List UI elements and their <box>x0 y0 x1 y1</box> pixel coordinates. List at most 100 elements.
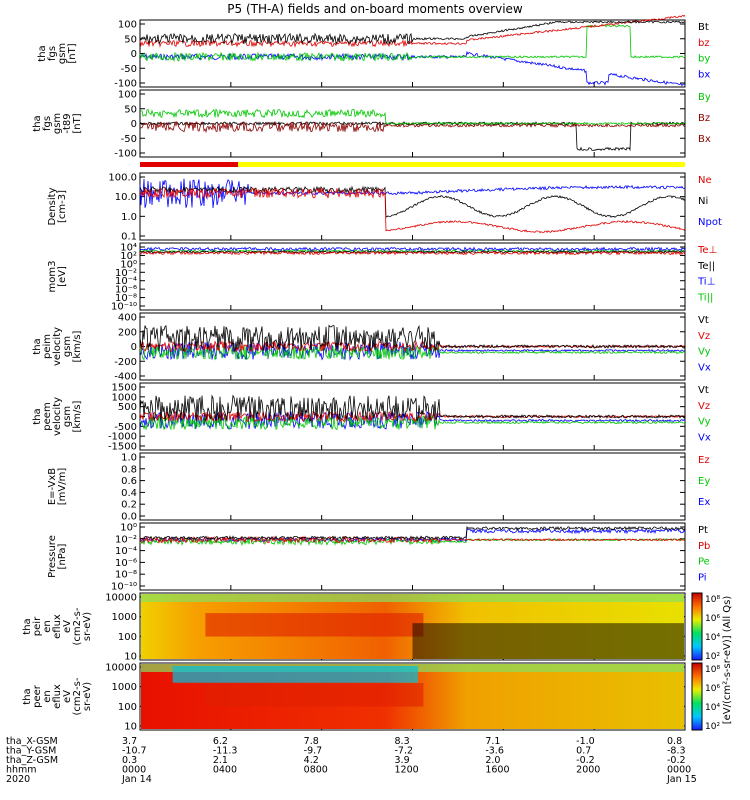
time-row-label: 2020 <box>6 774 30 785</box>
time-row-value: 3.7 <box>122 736 137 747</box>
panel-frame <box>139 522 686 591</box>
ytick-label: -400 <box>114 372 137 383</box>
ytick-label: 1500 <box>112 383 137 394</box>
time-row-value: 2000 <box>576 765 600 776</box>
ytick-label: 50 <box>124 104 137 115</box>
ytick-label: -100 <box>114 149 137 160</box>
legend-Vz: Vz <box>698 401 710 412</box>
legend-Ne: Ne <box>698 175 712 186</box>
ytick-label: 10⁻² <box>115 534 137 545</box>
panel-ylabel: E=-VxB [mV/m] <box>47 468 68 506</box>
colorbar: 10⁸ 10⁶ 10⁴ 10² <box>691 592 720 662</box>
ytick-label: 1000 <box>112 392 137 403</box>
status-bar-red <box>140 162 239 167</box>
ytick-label: 10⁴ <box>120 243 137 254</box>
ylabel-line: tha <box>22 688 33 704</box>
series-bz <box>139 120 686 134</box>
legend-Ni: Ni <box>698 196 708 207</box>
time-row-value: 2.1 <box>213 755 228 766</box>
ytick-label: -1000 <box>108 432 137 443</box>
ylabel-line: [eV] <box>57 266 68 287</box>
legend-Ez: Ez <box>698 455 710 466</box>
time-row-value: 0000 <box>667 765 691 776</box>
panel-ylabel: tha fgs gsm [nT] <box>37 43 78 64</box>
legend-Ex: Ex <box>698 497 710 508</box>
colorbar-tick: 10⁶ <box>705 614 720 624</box>
legend-by: by <box>698 54 710 65</box>
ylabel-line: [km/s] <box>72 400 83 432</box>
time-row-value: -3.6 <box>485 746 504 757</box>
ylabel-line: eV <box>62 620 73 633</box>
time-row-value: 0.8 <box>667 736 682 747</box>
colorbar-tick: 10⁸ <box>705 595 720 605</box>
legend-Bt: Bt <box>698 22 709 33</box>
legend-Vy: Vy <box>698 417 711 428</box>
ytick-label: 0 <box>131 119 137 130</box>
ylabel-line: eflux <box>52 684 63 709</box>
colorbar-tick: 10⁴ <box>705 703 720 713</box>
ytick-label: 10⁻⁴ <box>115 276 137 287</box>
panel-fgs_gsm: tha fgs gsm [nT] 100 50 0 -50 -100 Bt bz by bx <box>37 14 710 90</box>
ylabel-line: en <box>42 620 53 633</box>
ylabel-line: tha <box>32 338 43 354</box>
ylabel-line: peim <box>42 334 53 359</box>
legend-By: By <box>698 92 711 103</box>
ytick-label: 200 <box>118 327 137 338</box>
ytick-label: 100 <box>118 632 137 643</box>
time-row-value: 4.2 <box>304 755 319 766</box>
ytick-label: 10⁻⁶ <box>115 558 137 569</box>
ylabel-line: (cm2-s- <box>72 677 83 715</box>
legend-Bz: Bz <box>698 113 710 124</box>
time-axis-labels: tha_X-GSM 3.7 6.2 7.8 8.3 7.1 -1.0 0.8 tha_Y-GSM… <box>6 736 697 785</box>
ytick-label: 0.2 <box>121 500 137 511</box>
panel-ylabel: Density [cm-3] <box>47 187 68 225</box>
colorbar-label: [eV/(cm²-s-sr-eV)] (All Qs) <box>722 596 733 725</box>
ylabel-line: gsm <box>52 113 63 134</box>
series-bt <box>139 20 686 45</box>
ylabel-line: [nT] <box>67 43 78 63</box>
time-row-value: 0000 <box>122 765 146 776</box>
ylabel-line: tha <box>32 408 43 424</box>
time-row-value: -0.2 <box>667 755 686 766</box>
ytick-label: 10000 <box>105 593 137 604</box>
ytick-label: 0.0 <box>121 512 137 523</box>
ytick-label: 100.0 <box>108 173 137 184</box>
time-row-value: 1200 <box>395 765 419 776</box>
ylabel-line: velocity <box>52 397 63 436</box>
legend-Vt: Vt <box>698 385 709 396</box>
series-tiperp <box>139 246 686 252</box>
time-row-value: -10.7 <box>122 746 147 757</box>
ytick-label: 0 <box>131 412 137 423</box>
ylabel-line: [nT] <box>72 113 83 133</box>
ylabel-line: fgs <box>42 116 53 131</box>
legend-bz: bz <box>698 38 710 49</box>
time-row-value: 0.3 <box>122 755 137 766</box>
series-pt <box>139 525 686 541</box>
series-vy <box>139 414 686 431</box>
ytick-label: 0 <box>131 49 137 60</box>
time-row-value: 7.8 <box>304 736 319 747</box>
ytick-label: 1000 <box>112 682 137 693</box>
series-teperp <box>139 250 686 256</box>
ytick-label: 50 <box>124 34 137 45</box>
time-row-value: -8.3 <box>667 746 686 757</box>
ytick-label: 500 <box>118 402 137 413</box>
colorbar-tick: 10⁶ <box>705 684 720 694</box>
series-bx <box>139 121 686 152</box>
series-vx <box>139 340 686 361</box>
ylabel-line: tha <box>32 115 43 131</box>
ytick-label: 0.6 <box>121 476 137 487</box>
plot-title: P5 (TH-A) fields and on-board moments ov… <box>227 2 523 16</box>
ylabel-line: Density <box>47 187 58 225</box>
time-row-value: 6.2 <box>213 736 228 747</box>
legend-Ti||: Ti|| <box>697 292 713 303</box>
ylabel-line: gsm <box>62 336 73 357</box>
colorbar-tick: 10⁸ <box>705 665 720 675</box>
panel-ylabel: tha fgs gsm -t89 [nT] <box>32 113 83 134</box>
series-tipar <box>139 249 686 253</box>
ylabel-line: eV <box>62 690 73 703</box>
ylabel-line: tha <box>22 618 33 634</box>
ylabel-line: [cm-3] <box>57 190 68 223</box>
panel-peer_en_eflux: tha peer en eflux eV (cm2-s-sr-eV) 10000 1000 10… <box>22 662 720 733</box>
